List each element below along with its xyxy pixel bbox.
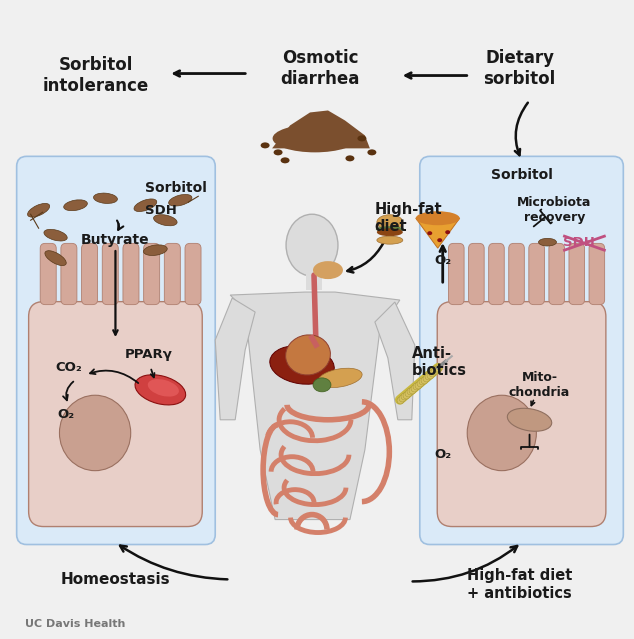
FancyBboxPatch shape <box>549 243 564 305</box>
FancyBboxPatch shape <box>569 243 585 305</box>
Ellipse shape <box>346 155 354 161</box>
FancyBboxPatch shape <box>40 243 56 305</box>
Text: High-fat diet
+ antibiotics: High-fat diet + antibiotics <box>467 568 573 601</box>
Text: Osmotic
diarrhea: Osmotic diarrhea <box>280 49 359 88</box>
Ellipse shape <box>274 150 283 155</box>
FancyBboxPatch shape <box>61 243 77 305</box>
Polygon shape <box>375 302 415 420</box>
Ellipse shape <box>377 215 403 229</box>
FancyBboxPatch shape <box>102 243 119 305</box>
FancyBboxPatch shape <box>448 243 464 305</box>
Ellipse shape <box>437 238 443 242</box>
Ellipse shape <box>313 261 343 279</box>
Ellipse shape <box>377 236 403 244</box>
FancyBboxPatch shape <box>185 243 201 305</box>
Text: O₂: O₂ <box>434 254 451 266</box>
Text: SDH: SDH <box>145 204 178 217</box>
Ellipse shape <box>416 212 460 225</box>
Text: Anti-
biotics: Anti- biotics <box>412 346 467 378</box>
FancyBboxPatch shape <box>508 243 524 305</box>
FancyBboxPatch shape <box>82 243 98 305</box>
Ellipse shape <box>376 226 404 232</box>
Ellipse shape <box>281 157 290 164</box>
Polygon shape <box>215 298 255 420</box>
Ellipse shape <box>273 125 358 152</box>
FancyBboxPatch shape <box>489 243 504 305</box>
FancyBboxPatch shape <box>529 243 545 305</box>
Polygon shape <box>272 111 370 148</box>
Ellipse shape <box>135 375 186 405</box>
FancyBboxPatch shape <box>420 157 623 544</box>
Ellipse shape <box>367 150 377 155</box>
Ellipse shape <box>45 250 66 266</box>
Text: Butyrate: Butyrate <box>81 233 150 247</box>
Text: Microbiota
recovery: Microbiota recovery <box>517 196 592 224</box>
FancyBboxPatch shape <box>437 302 606 527</box>
Ellipse shape <box>94 193 117 203</box>
FancyBboxPatch shape <box>123 243 139 305</box>
Ellipse shape <box>427 231 432 235</box>
Ellipse shape <box>538 238 557 246</box>
Ellipse shape <box>467 396 536 471</box>
Ellipse shape <box>358 135 366 141</box>
Ellipse shape <box>169 194 192 206</box>
FancyBboxPatch shape <box>29 302 202 527</box>
Ellipse shape <box>143 245 167 256</box>
Ellipse shape <box>377 228 403 236</box>
Ellipse shape <box>507 408 552 431</box>
Text: CO₂: CO₂ <box>55 362 82 374</box>
Text: O₂: O₂ <box>57 408 74 421</box>
FancyBboxPatch shape <box>469 243 484 305</box>
Text: Homeostasis: Homeostasis <box>61 572 171 587</box>
Ellipse shape <box>286 214 338 276</box>
Ellipse shape <box>318 368 362 387</box>
Polygon shape <box>416 219 460 248</box>
Ellipse shape <box>27 203 49 217</box>
Ellipse shape <box>286 335 330 375</box>
FancyBboxPatch shape <box>589 243 605 305</box>
Ellipse shape <box>148 379 179 397</box>
Text: Mito-
chondria: Mito- chondria <box>509 371 570 399</box>
Ellipse shape <box>60 396 131 471</box>
Text: PPARγ: PPARγ <box>124 348 172 362</box>
Ellipse shape <box>261 142 269 148</box>
FancyBboxPatch shape <box>164 243 180 305</box>
Text: Sorbitol
intolerance: Sorbitol intolerance <box>42 56 148 95</box>
Polygon shape <box>306 274 322 290</box>
Ellipse shape <box>44 229 67 241</box>
Text: High-fat
diet: High-fat diet <box>375 202 443 235</box>
Polygon shape <box>230 292 400 520</box>
Ellipse shape <box>63 200 87 211</box>
Ellipse shape <box>153 215 177 226</box>
Ellipse shape <box>445 230 450 234</box>
FancyBboxPatch shape <box>144 243 160 305</box>
Text: UC Davis Health: UC Davis Health <box>25 619 126 629</box>
Text: O₂: O₂ <box>434 448 451 461</box>
FancyBboxPatch shape <box>16 157 215 544</box>
Text: Dietary
sorbitol: Dietary sorbitol <box>484 49 555 88</box>
Ellipse shape <box>134 199 157 212</box>
Text: Sorbitol: Sorbitol <box>491 168 552 182</box>
Text: Sorbitol: Sorbitol <box>145 181 207 196</box>
Ellipse shape <box>270 346 334 384</box>
Ellipse shape <box>313 378 331 392</box>
Text: SDH: SDH <box>564 236 595 249</box>
